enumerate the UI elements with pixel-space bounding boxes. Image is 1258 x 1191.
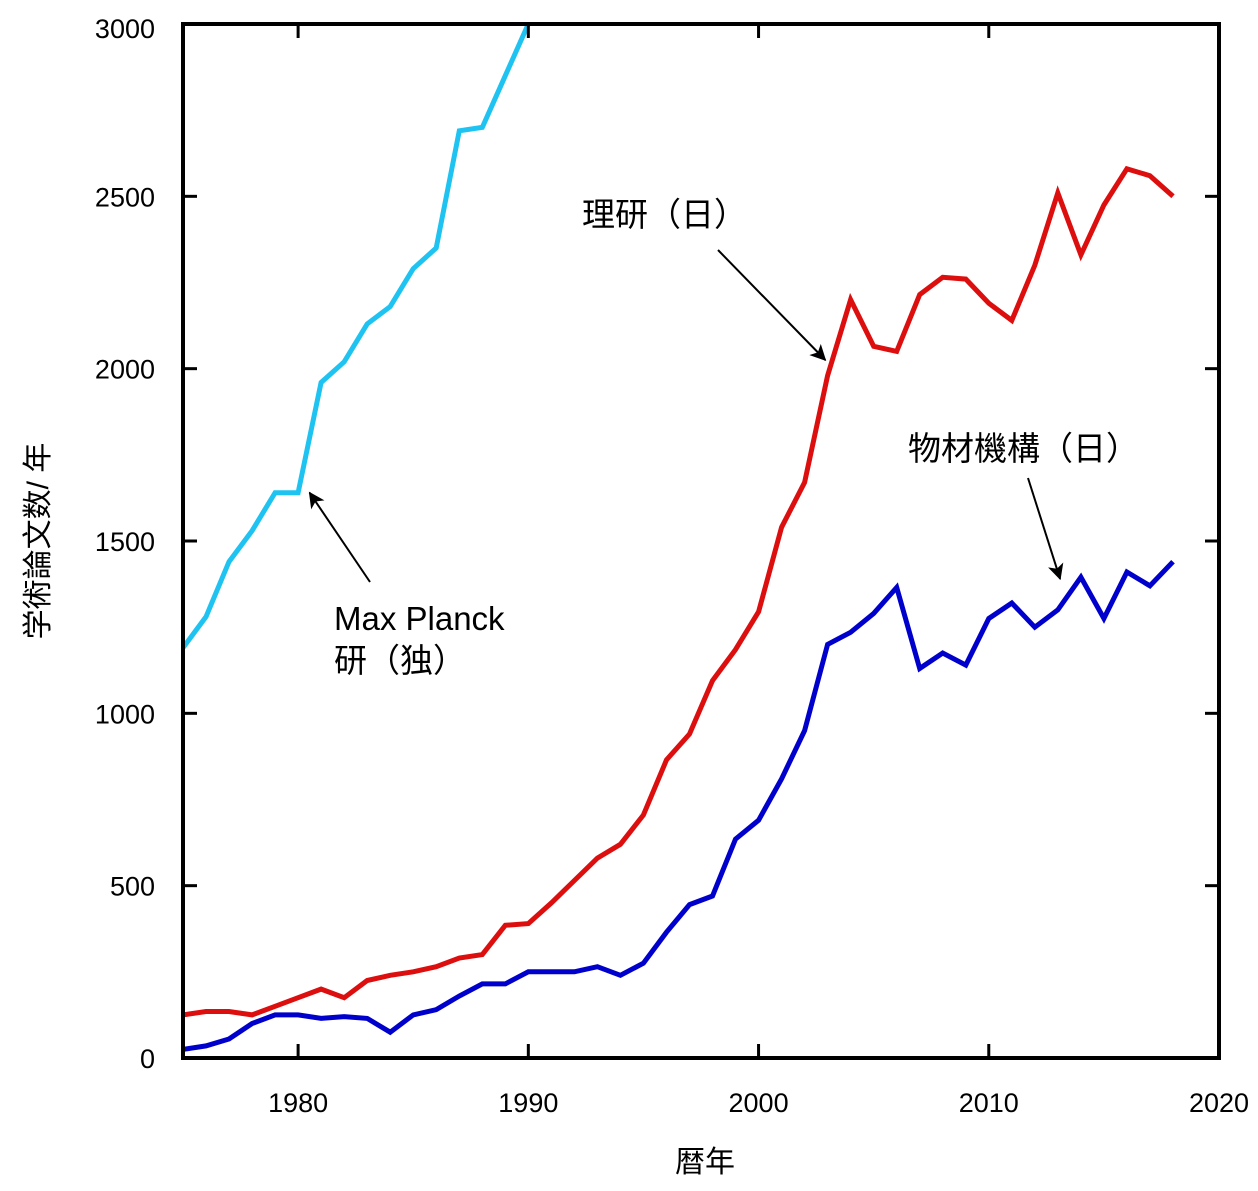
nims-arrow [1027,477,1064,581]
series-line-2 [183,559,1175,1052]
riken-label: 理研（日） [582,196,747,233]
y-tick-label: 3000 [95,14,155,44]
x-tick-label: 1980 [268,1088,328,1118]
max-planck-label-line1: Max Planck [334,600,505,637]
ticks-layer: 1980 1990 2000 2010 2020 0 500 1000 1500 2000 2500… [95,14,1249,1118]
series-line-0 [183,24,531,650]
y-axis-title: 学術論文数/ 年 [22,443,55,640]
series-layer [183,24,1175,1052]
x-tick-label: 2010 [959,1088,1019,1118]
y-tick-label: 2500 [95,182,155,212]
annotations-layer: Max Planck 研（独） 理研（日） 物材機構（日） [308,196,1139,679]
max-planck-label-line2: 研（独） [334,642,466,679]
max-planck-arrow [308,491,371,583]
nims-label: 物材機構（日） [908,430,1139,467]
x-tick-label: 2000 [729,1088,789,1118]
series-line-1 [183,165,1175,1018]
y-tick-label: 0 [140,1044,155,1074]
x-tick-label: 2020 [1189,1088,1249,1118]
y-tick-label: 2000 [95,355,155,385]
riken-arrow [717,249,827,361]
y-tick-label: 1000 [95,699,155,729]
x-axis-title: 暦年 [675,1146,735,1179]
x-tick-label: 1990 [498,1088,558,1118]
y-tick-label: 500 [110,872,155,902]
y-tick-label: 1500 [95,527,155,557]
